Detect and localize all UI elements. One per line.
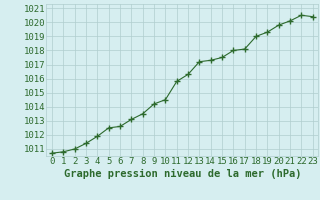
X-axis label: Graphe pression niveau de la mer (hPa): Graphe pression niveau de la mer (hPa) [64, 169, 301, 179]
